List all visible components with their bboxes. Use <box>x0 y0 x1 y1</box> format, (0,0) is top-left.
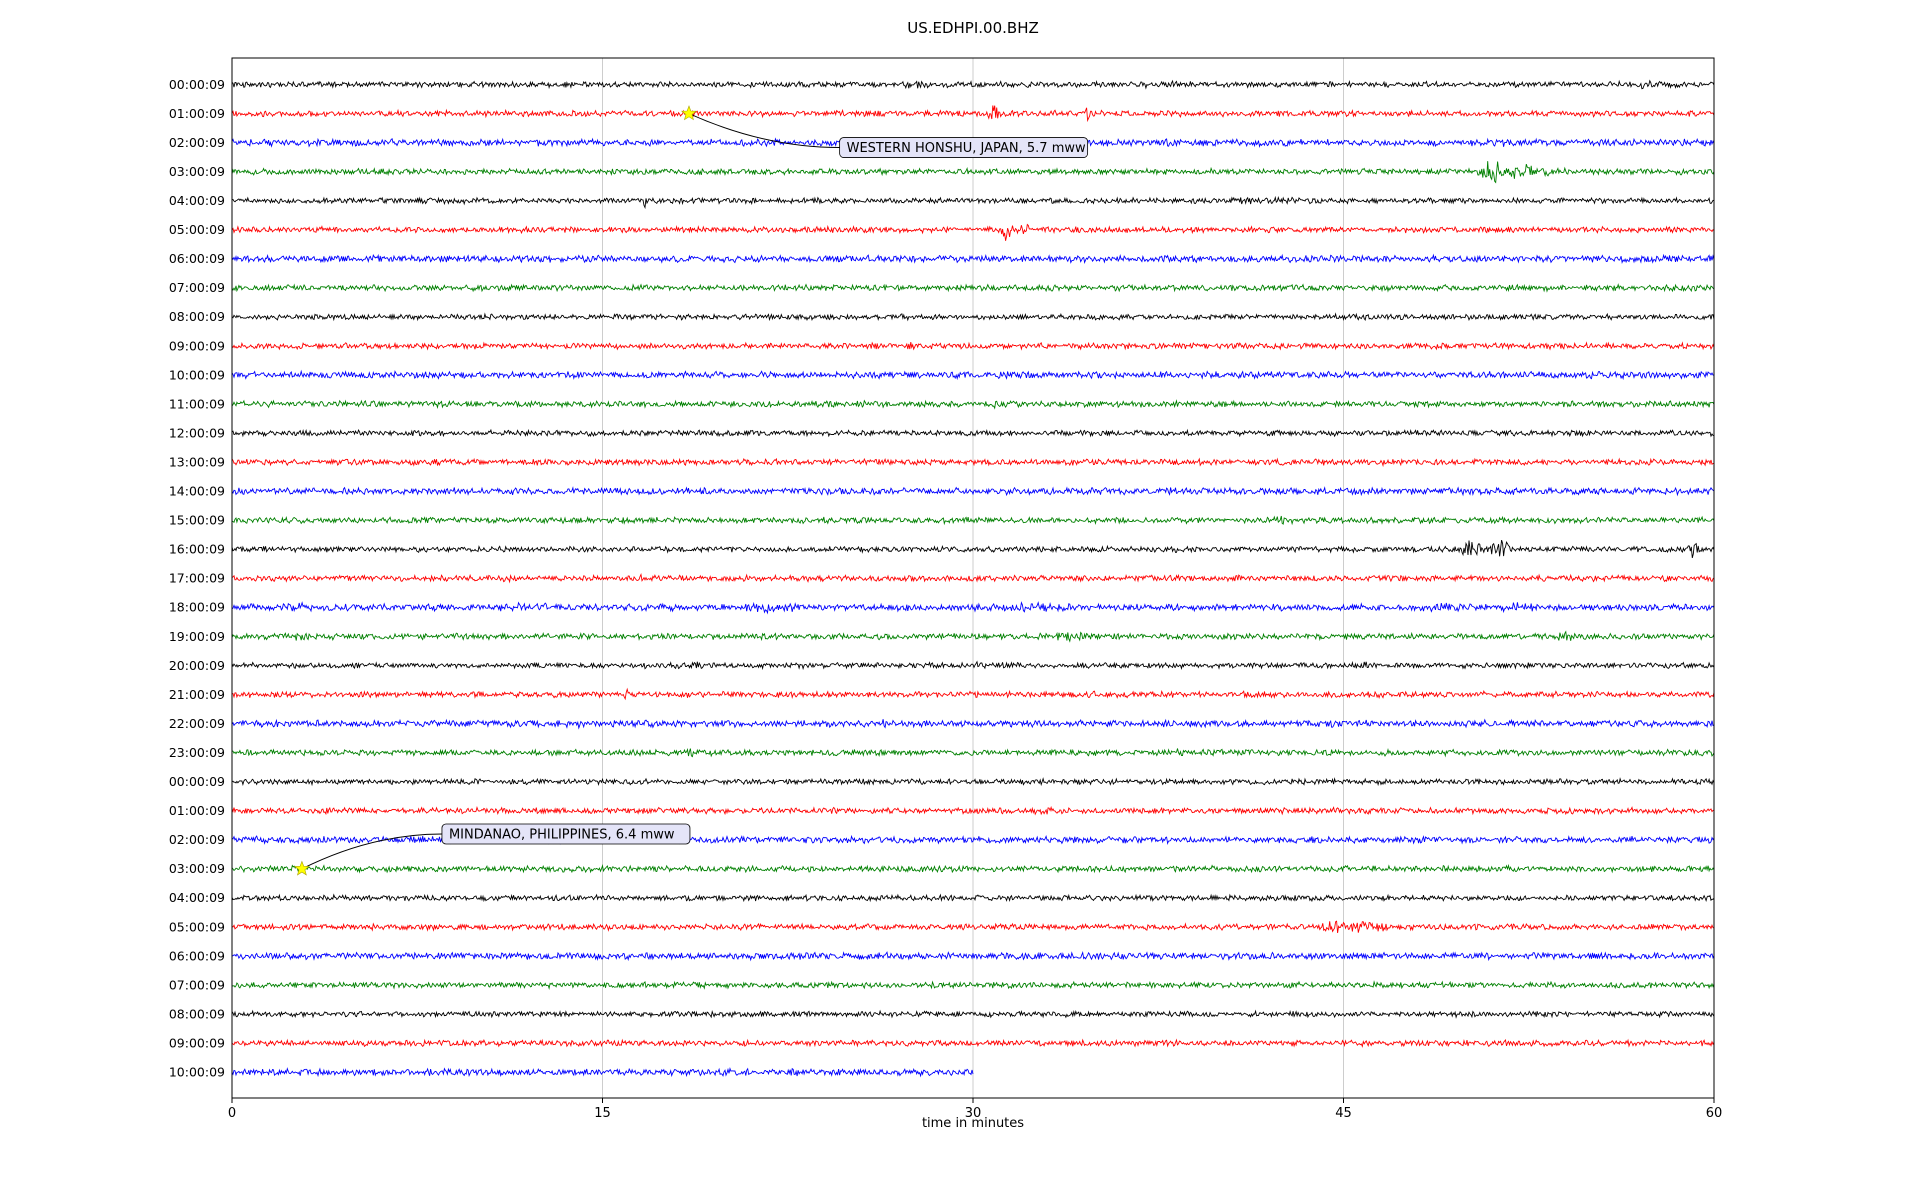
row-time-label-29: 05:00:09 <box>169 919 225 934</box>
trace-row-1 <box>231 105 1715 123</box>
trace-row-6 <box>231 253 1715 265</box>
trace-row-11 <box>231 399 1715 410</box>
trace-row-9 <box>231 341 1715 351</box>
trace-row-15 <box>231 515 1715 526</box>
trace-row-23 <box>231 747 1715 758</box>
annotation-box-1 <box>441 823 691 845</box>
trace-row-17 <box>231 572 1715 584</box>
row-time-label-4: 04:00:09 <box>169 193 225 208</box>
trace-row-10 <box>231 369 1715 381</box>
x-tick-label-15: 15 <box>594 1106 611 1121</box>
row-time-label-0: 00:00:09 <box>169 77 225 92</box>
row-time-label-21: 21:00:09 <box>169 687 225 702</box>
trace-row-31 <box>231 980 1715 990</box>
row-time-label-12: 12:00:09 <box>169 425 225 440</box>
row-time-label-32: 08:00:09 <box>169 1006 225 1021</box>
row-time-label-30: 06:00:09 <box>169 948 225 963</box>
annotation-leader-1 <box>301 833 442 870</box>
axes-layer: 0 15 30 45 60 00:00:09 01:00:09 02:00:09 03:00:0… <box>169 57 1723 1121</box>
annotation-text-0: WESTERN HONSHU, JAPAN, 5.7 mww <box>847 141 1086 156</box>
row-time-label-8: 08:00:09 <box>169 309 225 324</box>
annotation-text-1: MINDANAO, PHILIPPINES, 6.4 mww <box>449 827 675 842</box>
trace-row-4 <box>231 195 1715 210</box>
row-time-label-3: 03:00:09 <box>169 164 225 179</box>
trace-row-21 <box>231 687 1715 701</box>
row-time-label-18: 18:00:09 <box>169 600 225 615</box>
trace-row-25 <box>231 805 1715 816</box>
row-time-label-16: 16:00:09 <box>169 542 225 557</box>
x-tick-label-45: 45 <box>1335 1106 1352 1121</box>
row-time-label-14: 14:00:09 <box>169 484 225 499</box>
trace-row-33 <box>231 1038 1715 1048</box>
trace-row-30 <box>231 950 1715 962</box>
trace-row-14 <box>231 486 1715 497</box>
trace-row-19 <box>231 630 1715 643</box>
row-time-label-34: 10:00:09 <box>169 1065 225 1080</box>
x-axis-label: time in minutes <box>922 1116 1024 1131</box>
row-time-label-7: 07:00:09 <box>169 280 225 295</box>
row-time-label-5: 05:00:09 <box>169 222 225 237</box>
trace-row-7 <box>231 283 1715 293</box>
row-time-label-20: 20:00:09 <box>169 658 225 673</box>
row-time-label-19: 19:00:09 <box>169 629 225 644</box>
row-time-label-11: 11:00:09 <box>169 396 225 411</box>
row-time-label-31: 07:00:09 <box>169 977 225 992</box>
row-time-label-27: 03:00:09 <box>169 861 225 876</box>
trace-row-16 <box>231 539 1715 559</box>
trace-row-32 <box>231 1009 1715 1019</box>
row-time-label-28: 04:00:09 <box>169 890 225 905</box>
row-time-label-9: 09:00:09 <box>169 338 225 353</box>
trace-row-29 <box>231 920 1715 933</box>
x-tick-label-0: 0 <box>228 1106 236 1121</box>
trace-row-22 <box>231 718 1715 730</box>
row-time-label-2: 02:00:09 <box>169 135 225 150</box>
trace-row-0 <box>231 79 1715 90</box>
chart-title: US.EDHPI.00.BHZ <box>907 19 1039 37</box>
row-time-label-6: 06:00:09 <box>169 251 225 266</box>
row-time-label-24: 00:00:09 <box>169 774 225 789</box>
trace-row-24 <box>231 777 1715 787</box>
annotation-leader-0 <box>688 113 840 149</box>
row-time-label-33: 09:00:09 <box>169 1035 225 1050</box>
traces-layer <box>231 79 1715 1078</box>
row-time-label-10: 10:00:09 <box>169 367 225 382</box>
row-time-label-23: 23:00:09 <box>169 745 225 760</box>
trace-row-27 <box>231 863 1715 874</box>
row-time-label-1: 01:00:09 <box>169 106 225 121</box>
row-time-label-22: 22:00:09 <box>169 716 225 731</box>
row-time-label-15: 15:00:09 <box>169 513 225 528</box>
trace-row-34 <box>231 1066 974 1078</box>
trace-row-13 <box>231 457 1715 468</box>
row-time-label-26: 02:00:09 <box>169 832 225 847</box>
annotations-layer: WESTERN HONSHU, JAPAN, 5.7 mww MINDANAO, … <box>293 105 1089 876</box>
trace-row-20 <box>231 660 1715 671</box>
event-star-icon-0 <box>680 105 697 121</box>
trace-row-28 <box>231 893 1715 903</box>
row-time-label-13: 13:00:09 <box>169 454 225 469</box>
row-time-label-25: 01:00:09 <box>169 803 225 818</box>
trace-row-3 <box>231 161 1715 184</box>
trace-row-5 <box>231 223 1715 241</box>
trace-row-18 <box>231 601 1715 615</box>
row-time-label-17: 17:00:09 <box>169 571 225 586</box>
trace-row-12 <box>231 428 1715 438</box>
trace-row-8 <box>231 312 1715 322</box>
x-tick-label-30: 30 <box>965 1106 982 1121</box>
event-star-icon-1 <box>293 860 310 876</box>
annotation-box-0 <box>839 137 1089 158</box>
x-tick-label-60: 60 <box>1706 1106 1723 1121</box>
